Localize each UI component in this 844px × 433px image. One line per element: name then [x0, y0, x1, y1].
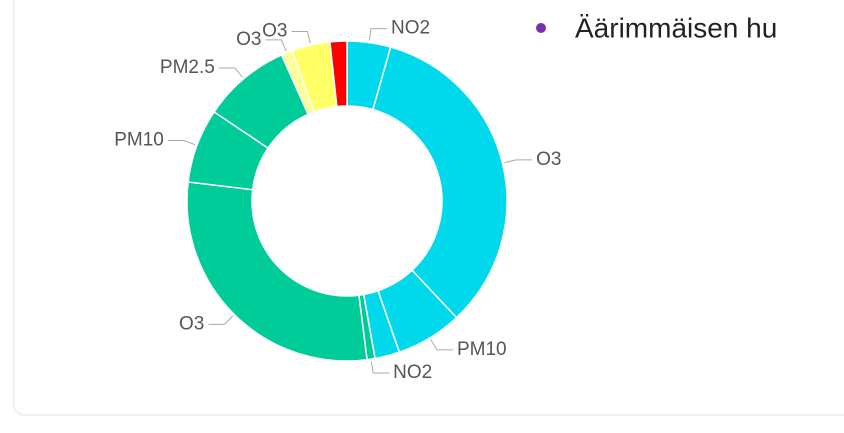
legend-marker: [536, 23, 546, 33]
legend-label: Äärimmäisen hu: [575, 12, 777, 43]
segment-label: O3: [262, 21, 287, 42]
donut-segment: [186, 181, 368, 362]
segment-label: O3: [536, 149, 561, 170]
leader-line: [504, 159, 533, 164]
segment-label: NO2: [393, 362, 432, 383]
segment-label: PM10: [457, 339, 507, 360]
leader-line: [430, 339, 453, 351]
leader-line: [370, 361, 390, 374]
donut-segment: [329, 40, 348, 108]
leader-line: [291, 31, 311, 44]
leader-line: [167, 140, 196, 146]
card: [13, 0, 844, 416]
segment-label: NO2: [391, 18, 430, 39]
leader-line: [218, 67, 243, 78]
segment-label: O3: [236, 29, 261, 50]
segment-label: PM10: [114, 130, 164, 151]
leader-line: [265, 39, 287, 52]
leader-line: [208, 315, 234, 325]
segment-label: PM2.5: [160, 57, 215, 78]
donut-segment: [372, 46, 508, 319]
segment-label: O3: [179, 313, 204, 334]
leader-line: [368, 28, 387, 41]
